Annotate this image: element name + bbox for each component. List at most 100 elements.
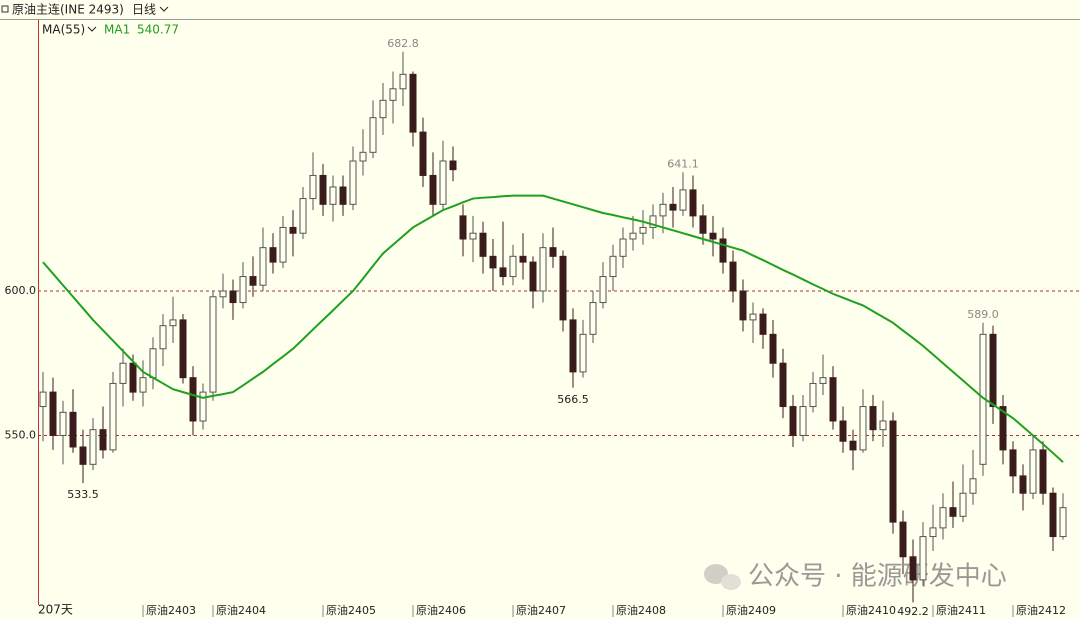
candle-body (599, 276, 607, 304)
candle-body (969, 478, 977, 494)
candle-body (99, 429, 107, 451)
x-tick-label: 原油2411 (936, 603, 986, 617)
candle-body (939, 507, 947, 529)
candle-body (929, 527, 937, 538)
candle-body (739, 290, 747, 321)
candle-body (919, 536, 927, 581)
extreme-label: 682.8 (387, 37, 419, 50)
candle-body (179, 319, 187, 379)
candle-body (689, 189, 697, 217)
candle-body (849, 440, 857, 451)
candle-body (59, 411, 67, 436)
candle-body (319, 174, 327, 205)
candle-body (759, 313, 767, 335)
candle-body (989, 333, 997, 408)
candle-body (199, 391, 207, 422)
watermark-icon (704, 564, 741, 590)
candle-body (779, 362, 787, 408)
indicator-chevron[interactable] (87, 26, 97, 32)
candle-body (459, 215, 467, 240)
candle-body (89, 429, 97, 465)
candle-body (719, 238, 727, 263)
candle-body (419, 131, 427, 176)
candle-body (1029, 449, 1037, 494)
candle-body (119, 362, 127, 384)
candle-body (799, 406, 807, 436)
candle-body (749, 313, 757, 321)
candle-body (1059, 507, 1067, 538)
menu-icon[interactable] (1, 5, 9, 13)
candle-body (869, 406, 877, 431)
candle-body (209, 296, 217, 393)
candle-body (649, 215, 657, 228)
candle-body (629, 232, 637, 240)
ma-line (42, 194, 1064, 463)
instrument-title: 原油主连(INE 2493) (12, 2, 124, 17)
candle-body (339, 186, 347, 205)
candle-body (839, 420, 847, 442)
candle-body (669, 203, 677, 211)
y-tick-label: 550.0 (5, 428, 37, 441)
indicator-name[interactable]: MA(55) (42, 23, 85, 37)
candle-body (639, 226, 647, 234)
candle-body (189, 377, 197, 422)
candle-body (229, 290, 237, 304)
candle-body (959, 492, 967, 517)
period-chevron[interactable] (159, 6, 169, 12)
x-tick-label: 原油2406 (416, 603, 466, 617)
candle-body (769, 333, 777, 364)
candle-body (899, 521, 907, 558)
candle-body (39, 391, 47, 408)
candle-body (279, 226, 287, 263)
x-tick-label: 原油2412 (1016, 603, 1066, 617)
candle-body (709, 232, 717, 240)
candle-body (659, 203, 667, 217)
candle-body (729, 261, 737, 292)
candle-body (999, 406, 1007, 451)
candle-body (789, 406, 797, 436)
candle-body (469, 232, 477, 240)
candle-body (619, 238, 627, 257)
candle-body (829, 377, 837, 422)
candle-body (389, 88, 397, 101)
candle-body (889, 420, 897, 523)
extreme-label: 641.1 (667, 157, 699, 170)
candle-body (449, 160, 457, 171)
candle-body (809, 382, 817, 408)
candle-body (169, 319, 177, 327)
candle-body (69, 411, 77, 448)
period-selector[interactable]: 日线 (132, 3, 156, 17)
candle-body (479, 232, 487, 257)
candle-body (519, 255, 527, 263)
candle-body (79, 446, 87, 465)
candle-body (49, 391, 57, 436)
candle-body (439, 160, 447, 205)
candle-body (159, 325, 167, 350)
x-tick-label: 原油2403 (146, 603, 196, 617)
candle-body (309, 174, 317, 200)
extreme-label: 492.2 (897, 605, 929, 618)
candle-body (559, 255, 567, 321)
candle-body (329, 186, 337, 205)
candle-body (429, 174, 437, 205)
extreme-label: 566.5 (557, 393, 589, 406)
candle-body (379, 99, 387, 119)
candle-body (219, 290, 227, 298)
candle-body (579, 333, 587, 373)
watermark: 公众号 · 能源研发中心 (748, 562, 1007, 592)
candle-body (879, 420, 887, 431)
candle-body (569, 319, 577, 373)
candle-body (549, 247, 557, 257)
x-tick-label: 原油2407 (516, 603, 566, 617)
candle-body (109, 382, 117, 451)
candle-body (859, 406, 867, 451)
candle-body (289, 226, 297, 234)
candle-body (539, 247, 547, 292)
y-tick-label: 600.0 (5, 284, 37, 297)
candle-body (909, 556, 917, 581)
candle-body (499, 267, 507, 278)
extreme-label: 533.5 (67, 488, 99, 501)
candle-body (239, 276, 247, 304)
candle-body (699, 215, 707, 234)
